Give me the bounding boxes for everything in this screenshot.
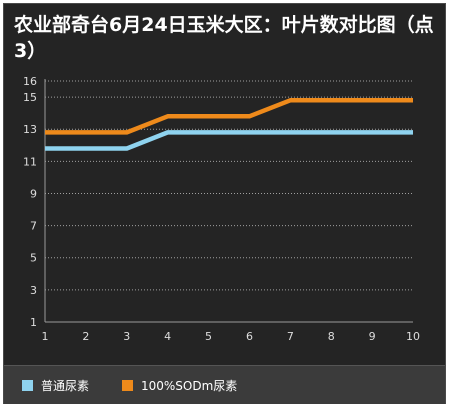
x-tick-label-5: 5 (205, 330, 212, 343)
y-tick-label-1: 1 (30, 316, 37, 329)
chart-frame: 农业部奇台6月24日玉米大区：叶片数对比图（点3） 1 3 5 7 9 11 13 15 16 1… (3, 3, 446, 404)
legend-swatch-series-1 (22, 379, 33, 391)
x-tick-label-4: 4 (164, 330, 171, 343)
legend-item-series-1[interactable]: 普通尿素 (22, 378, 90, 393)
x-tick-label-3: 3 (123, 330, 130, 343)
x-tick-label-9: 9 (369, 330, 376, 343)
y-tick-label-9: 9 (30, 187, 37, 200)
y-tick-label-15: 15 (23, 91, 37, 104)
x-tick-label-6: 6 (246, 330, 253, 343)
y-tick-label-13: 13 (23, 123, 37, 136)
x-tick-label-8: 8 (328, 330, 335, 343)
x-tick-label-1: 1 (42, 330, 49, 343)
y-tick-label-5: 5 (30, 252, 37, 265)
legend-label-series-1: 普通尿素 (41, 378, 90, 393)
legend: 普通尿素 100%SODm尿素 (4, 365, 445, 404)
legend-item-series-2[interactable]: 100%SODm尿素 (122, 378, 238, 393)
y-tick-label-11: 11 (23, 155, 37, 168)
x-tick-label-2: 2 (82, 330, 89, 343)
legend-swatch-series-2 (122, 379, 133, 391)
chart-title: 农业部奇台6月24日玉米大区：叶片数对比图（点3） (14, 14, 434, 62)
x-tick-label-10: 10 (406, 330, 420, 343)
series-line-2 (45, 98, 413, 135)
series-line-1 (45, 130, 413, 151)
legend-label-series-2: 100%SODm尿素 (141, 378, 238, 393)
y-tick-label-16: 16 (23, 75, 37, 88)
x-tick-label-7: 7 (287, 330, 294, 343)
y-tick-label-3: 3 (30, 284, 37, 297)
y-tick-label-7: 7 (30, 220, 37, 233)
